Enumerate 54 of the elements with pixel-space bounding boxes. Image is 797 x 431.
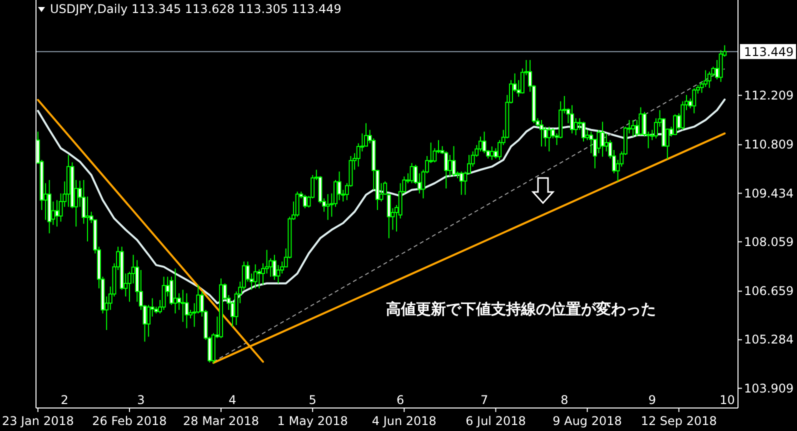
candlestick [162, 276, 166, 310]
candlestick [692, 88, 696, 114]
candlestick [257, 268, 262, 289]
ref-line-label: 113.449 [744, 45, 794, 60]
x-tick-label: 23 Jan 2018 [2, 414, 74, 428]
y-tick-label: 110.809 [744, 138, 794, 152]
x-tick-label: 28 Mar 2018 [183, 414, 260, 428]
annotation: 高値更新で下値支持線の位置が変わった [386, 300, 656, 318]
candlestick [570, 104, 574, 134]
candlestick [574, 118, 578, 136]
y-tick-label: 103.909 [744, 381, 794, 396]
y-tick-label: 109.434 [744, 186, 794, 200]
candlestick [589, 131, 594, 154]
candlestick [302, 194, 307, 209]
candlestick [276, 264, 280, 284]
candlestick [272, 254, 276, 280]
candlestick [326, 194, 330, 220]
y-tick-label: 112.209 [744, 88, 794, 102]
y-tick-label: 105.284 [744, 332, 794, 347]
x-tick-label: 9 Aug 2018 [552, 414, 622, 428]
candlestick [581, 121, 586, 142]
x-tick-label: 6 Jul 2018 [466, 414, 526, 428]
annotation: 5 [308, 393, 316, 407]
candlestick [86, 196, 90, 242]
candlestick [631, 120, 636, 138]
annotation: 4 [228, 393, 236, 407]
annotation: 6 [396, 393, 404, 407]
y-tick-label: 108.059 [744, 234, 794, 249]
candlestick [173, 268, 178, 314]
candlestick [337, 171, 342, 201]
candlestick [540, 120, 544, 147]
candlestick [452, 146, 456, 177]
x-tick-label: 26 Feb 2018 [92, 414, 167, 428]
candlestick [295, 191, 300, 218]
x-tick-label: 1 May 2018 [277, 414, 348, 428]
annotation: 9 [648, 393, 656, 407]
candlestick [638, 106, 643, 136]
annotation: 2 [60, 393, 68, 407]
candlestick [253, 264, 258, 289]
x-tick-label: 4 Jun 2018 [372, 414, 436, 428]
annotation: 7 [480, 393, 488, 407]
candlestick [184, 292, 189, 329]
candlestick [448, 154, 452, 177]
annotation: 8 [560, 393, 568, 407]
candlestick [673, 114, 678, 136]
annotation: 10 [720, 393, 735, 407]
x-tick-label: 12 Sep 2018 [640, 414, 717, 428]
annotation: 3 [137, 393, 145, 407]
candlestick [600, 121, 605, 158]
chart-title: USDJPY,Daily 113.345 113.628 113.305 113.449 [50, 2, 342, 16]
y-tick-label: 106.659 [744, 284, 794, 298]
candlestick [54, 200, 59, 228]
candlestick [490, 146, 494, 160]
candlestick [547, 126, 552, 152]
